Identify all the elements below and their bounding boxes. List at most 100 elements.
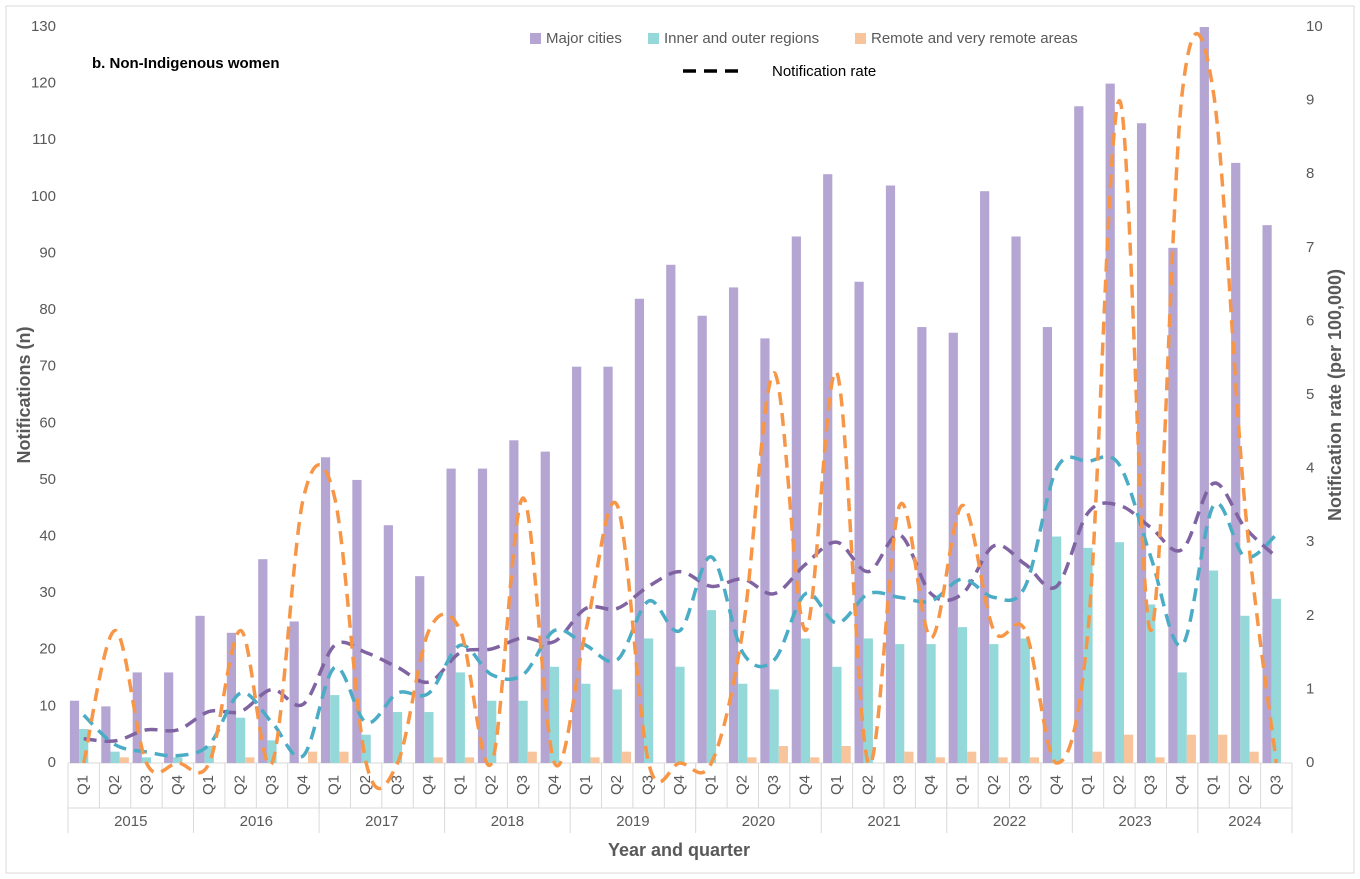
bar: [980, 191, 990, 763]
bar: [1262, 225, 1272, 764]
bar: [1208, 570, 1219, 763]
bar: [487, 700, 497, 763]
y2-tick-label: 2: [1306, 607, 1314, 624]
y-tick-label: 90: [39, 244, 56, 261]
chart-title: b. Non-Indigenous women: [92, 55, 280, 72]
bar: [769, 689, 779, 763]
bar: [832, 666, 842, 763]
x-tick-label: Q2: [232, 775, 249, 795]
x-tick-label: Q2: [859, 775, 876, 795]
bar: [989, 644, 999, 763]
y2-tick-label: 5: [1306, 386, 1314, 403]
bar: [728, 287, 739, 763]
year-label: 2024: [1228, 813, 1261, 830]
bar: [119, 757, 129, 763]
bar: [289, 621, 299, 763]
chart-border: [5, 5, 1355, 874]
x-tick-label: Q3: [263, 775, 280, 795]
x-tick-label: Q1: [1079, 775, 1096, 795]
y-tick-label: 10: [39, 697, 56, 714]
bar: [509, 440, 519, 763]
bar: [1105, 83, 1115, 764]
bar: [518, 700, 528, 763]
bar: [1249, 751, 1259, 763]
x-tick-label: Q4: [169, 775, 186, 795]
bar: [863, 638, 873, 763]
rate-line: [83, 481, 1278, 744]
x-tick-label: Q2: [608, 775, 625, 795]
bar: [998, 757, 1008, 763]
bar: [1011, 236, 1021, 763]
year-label: 2021: [867, 813, 900, 830]
bar: [810, 757, 820, 763]
bar: [1074, 106, 1084, 763]
bar: [307, 751, 318, 763]
bar: [164, 672, 174, 763]
year-label: 2018: [491, 813, 524, 830]
x-tick-label: Q1: [200, 775, 217, 795]
bar: [69, 700, 80, 763]
bar: [549, 666, 560, 763]
bar: [612, 689, 622, 763]
y-tick-label: 100: [31, 188, 56, 205]
bar: [895, 644, 905, 763]
x-tick-label: Q3: [137, 775, 154, 795]
bar: [644, 638, 654, 763]
bar: [433, 757, 443, 763]
bar: [1177, 672, 1187, 763]
bar: [361, 734, 371, 763]
y-tick-label: 60: [39, 414, 56, 431]
x-tick-label: Q3: [514, 775, 531, 795]
bar: [823, 174, 833, 763]
bar: [738, 683, 748, 763]
year-label: 2019: [616, 813, 649, 830]
bar: [800, 638, 811, 763]
bar: [110, 751, 120, 763]
x-tick-label: Q4: [294, 775, 311, 795]
y-tick-label: 50: [39, 471, 56, 488]
bar: [1218, 734, 1228, 763]
x-tick-label: Q3: [891, 775, 908, 795]
x-tick-label: Q1: [828, 775, 845, 795]
x-tick-label: Q2: [483, 775, 500, 795]
bar: [320, 457, 331, 763]
bar: [778, 746, 788, 763]
bar: [455, 672, 465, 763]
bar: [967, 751, 977, 763]
bar: [1146, 604, 1156, 763]
bar: [1240, 615, 1250, 763]
bar: [339, 751, 349, 763]
x-tick-label: Q1: [326, 775, 343, 795]
bar: [79, 729, 89, 763]
x-tick-label: Q4: [1048, 775, 1065, 795]
legend-label: Notification rate: [772, 63, 876, 80]
x-tick-label: Q3: [765, 775, 782, 795]
bar: [1199, 27, 1209, 763]
bar: [527, 751, 537, 763]
bar: [173, 757, 183, 763]
y-tick-label: 120: [31, 75, 56, 92]
bar: [675, 666, 685, 763]
bar: [446, 468, 456, 763]
y-tick-label: 70: [39, 358, 56, 375]
y2-tick-label: 4: [1306, 460, 1314, 477]
y2-tick-label: 7: [1306, 239, 1314, 256]
bar: [590, 757, 600, 763]
bar: [195, 615, 205, 763]
bar: [204, 746, 214, 763]
bar: [621, 751, 632, 763]
bar: [1042, 327, 1053, 763]
x-tick-label: Q3: [1016, 775, 1033, 795]
y-tick-label: 0: [48, 754, 56, 771]
bar: [581, 683, 591, 763]
bar: [706, 610, 716, 763]
x-tick-label: Q1: [1205, 775, 1222, 795]
bar: [1123, 734, 1134, 763]
bar: [841, 746, 851, 763]
x-tick-label: Q3: [389, 775, 406, 795]
rate-line: [81, 32, 1279, 791]
y-tick-label: 110: [32, 131, 56, 148]
legend-label: Remote and very remote areas: [871, 30, 1078, 47]
bar: [245, 757, 255, 763]
